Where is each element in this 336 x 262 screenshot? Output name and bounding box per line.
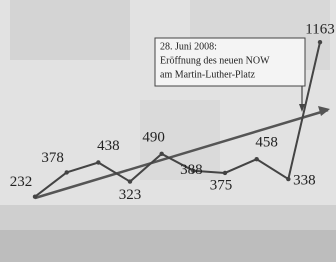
point xyxy=(318,40,322,44)
value-label: 323 xyxy=(119,187,142,203)
annotation-line: 28. Juni 2008: xyxy=(160,41,217,52)
point xyxy=(254,157,258,161)
value-label: 378 xyxy=(41,150,64,166)
point xyxy=(223,171,227,175)
value-label: 375 xyxy=(210,177,233,193)
annotation-line: am Martin-Luther-Platz xyxy=(160,69,256,80)
point xyxy=(286,177,290,181)
point xyxy=(128,179,132,183)
value-label: 232 xyxy=(10,174,33,190)
value-label: 458 xyxy=(255,135,278,151)
page: {"chart_data": {"type": "line", "annotat… xyxy=(0,0,336,262)
point xyxy=(159,152,163,156)
point xyxy=(96,160,100,164)
point xyxy=(33,194,37,198)
value-label: 490 xyxy=(142,129,165,145)
chart: 28. Juni 2008: Eröffnung des neuen NOW a… xyxy=(0,0,336,262)
value-label: 338 xyxy=(293,173,316,189)
value-label: 388 xyxy=(180,162,203,178)
annotation-line: Eröffnung des neuen NOW xyxy=(160,55,270,66)
point xyxy=(64,170,68,174)
value-label: 1163 xyxy=(305,22,334,38)
value-label: 438 xyxy=(97,138,120,154)
